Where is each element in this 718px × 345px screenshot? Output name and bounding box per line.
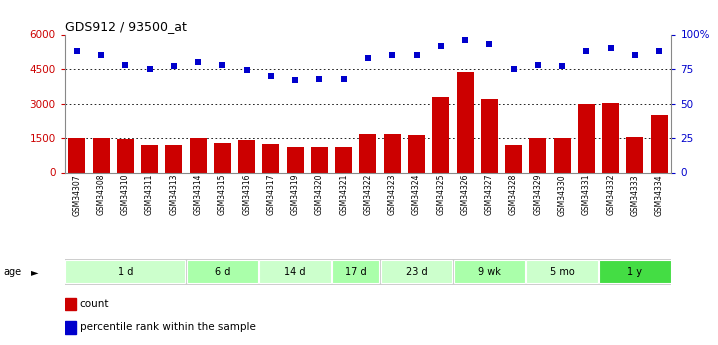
Bar: [286, 147, 304, 172]
Point: [653, 48, 665, 54]
Bar: [454, 260, 525, 283]
Text: 9 wk: 9 wk: [478, 267, 500, 277]
Point: [484, 41, 495, 47]
Bar: [526, 260, 598, 283]
Text: 17 d: 17 d: [345, 267, 367, 277]
Text: 14 d: 14 d: [284, 267, 306, 277]
Point: [386, 52, 398, 58]
Bar: [381, 260, 452, 283]
Text: 1 d: 1 d: [118, 267, 133, 277]
Bar: [65, 321, 75, 334]
Text: 1 y: 1 y: [628, 267, 643, 277]
Bar: [554, 138, 571, 172]
Point: [435, 43, 447, 48]
Point: [314, 76, 325, 81]
Bar: [408, 135, 425, 172]
Point: [338, 76, 350, 81]
Bar: [481, 99, 498, 172]
Bar: [360, 134, 376, 172]
Point: [411, 52, 422, 58]
Point: [460, 37, 471, 43]
Point: [241, 68, 253, 73]
Bar: [651, 116, 668, 172]
Bar: [117, 139, 134, 172]
Point: [532, 62, 544, 68]
Text: age: age: [4, 267, 22, 277]
Text: 6 d: 6 d: [215, 267, 230, 277]
Text: GDS912 / 93500_at: GDS912 / 93500_at: [65, 20, 187, 33]
Text: percentile rank within the sample: percentile rank within the sample: [80, 322, 256, 332]
Point: [581, 48, 592, 54]
Point: [120, 62, 131, 68]
Text: 23 d: 23 d: [406, 267, 427, 277]
Bar: [259, 260, 331, 283]
Bar: [141, 145, 158, 172]
Point: [217, 62, 228, 68]
Bar: [432, 97, 449, 172]
Bar: [65, 298, 75, 310]
Point: [508, 66, 519, 72]
Bar: [238, 140, 255, 172]
Bar: [65, 260, 185, 283]
Point: [95, 52, 107, 58]
Point: [71, 48, 83, 54]
Bar: [93, 138, 110, 172]
Point: [192, 59, 204, 65]
Bar: [600, 260, 671, 283]
Bar: [383, 134, 401, 172]
Bar: [602, 103, 619, 172]
Bar: [311, 147, 328, 172]
Point: [605, 46, 616, 51]
Bar: [505, 145, 522, 172]
Bar: [262, 144, 279, 172]
Text: ►: ►: [31, 267, 38, 277]
Point: [289, 77, 301, 83]
Bar: [332, 260, 379, 283]
Text: count: count: [80, 299, 109, 309]
Bar: [187, 260, 258, 283]
Bar: [626, 137, 643, 172]
Point: [265, 73, 276, 79]
Bar: [335, 147, 353, 172]
Bar: [578, 104, 595, 172]
Bar: [529, 138, 546, 172]
Bar: [214, 142, 231, 172]
Bar: [68, 138, 85, 172]
Point: [363, 55, 374, 61]
Point: [144, 66, 155, 72]
Point: [168, 63, 180, 69]
Point: [629, 52, 640, 58]
Bar: [190, 138, 207, 172]
Point: [556, 63, 568, 69]
Bar: [457, 72, 474, 172]
Bar: [165, 145, 182, 172]
Text: 5 mo: 5 mo: [550, 267, 574, 277]
